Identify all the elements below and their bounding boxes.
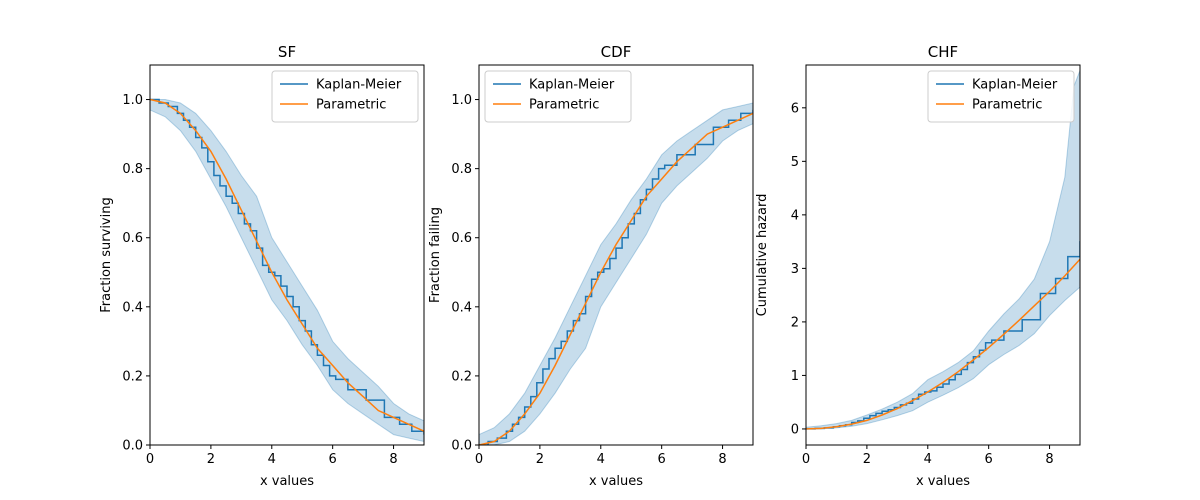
axes-frame-cdf <box>478 64 754 446</box>
y-tick-label-sf: 1.0 <box>122 93 143 108</box>
confidence-band-chf <box>806 70 1080 430</box>
chart-title-sf: SF <box>278 43 296 61</box>
x-tick-label-cdf: 2 <box>536 452 544 467</box>
legend-label-kaplan-meier-cdf: Kaplan-Meier <box>529 78 615 93</box>
x-tick-label-cdf: 4 <box>597 452 605 467</box>
x-tick-label-chf: 2 <box>863 452 871 467</box>
x-tick-label-sf: 4 <box>268 452 276 467</box>
y-tick-label-cdf: 0.4 <box>451 300 472 315</box>
x-tick-label-sf: 6 <box>329 452 337 467</box>
plot-area-sf <box>150 98 424 443</box>
y-tick-label-cdf: 0.8 <box>451 162 472 177</box>
y-tick-label-chf: 2 <box>791 315 799 330</box>
axes-frame-chf <box>805 64 1081 446</box>
x-tick-label-chf: 4 <box>924 452 932 467</box>
x-tick-label-cdf: 8 <box>718 452 726 467</box>
panel-cdf: 0 2 4 6 8 0.0 0.2 0.4 0.6 0.8 1.0 CDF x values Fracti… <box>428 43 754 489</box>
y-tick-label-sf: 0.0 <box>122 439 143 454</box>
y-tick-label-chf: 6 <box>791 101 799 116</box>
legend-box-sf <box>271 70 419 123</box>
legend-box-chf <box>927 70 1075 123</box>
y-tick-label-chf: 5 <box>791 155 799 170</box>
y-axis-label-sf: Fraction surviving <box>99 197 114 312</box>
legend-sf: Kaplan-Meier Parametric <box>271 70 419 123</box>
plot-area-chf <box>806 70 1080 430</box>
legend-chf: Kaplan-Meier Parametric <box>927 70 1075 123</box>
x-tick-label-sf: 8 <box>389 452 397 467</box>
legend-label-parametric-cdf: Parametric <box>529 98 599 113</box>
y-tick-label-sf: 0.8 <box>122 162 143 177</box>
legend-label-kaplan-meier-sf: Kaplan-Meier <box>316 78 402 93</box>
y-tick-label-sf: 0.2 <box>122 369 143 384</box>
panel-chf: 0 2 4 6 8 0 1 2 3 4 5 6 CHF x values Cumulative hazard… <box>755 43 1081 489</box>
x-tick-label-chf: 8 <box>1045 452 1053 467</box>
plot-area-cdf <box>479 102 753 445</box>
y-axis-label-chf: Cumulative hazard <box>755 194 770 317</box>
x-tick-label-sf: 0 <box>146 452 154 467</box>
series-parametric-chf <box>806 258 1080 430</box>
confidence-band-sf <box>150 99 424 443</box>
axes-frame-sf <box>149 64 425 446</box>
panel-sf: 0 2 4 6 8 0.0 0.2 0.4 0.6 0.8 1.0 SF x values Fractio… <box>99 43 425 489</box>
y-tick-label-sf: 0.4 <box>122 300 143 315</box>
y-tick-label-chf: 3 <box>791 262 799 277</box>
x-tick-label-sf: 2 <box>207 452 215 467</box>
x-axis-label-sf: x values <box>260 474 314 489</box>
x-tick-label-cdf: 6 <box>658 452 666 467</box>
legend-cdf: Kaplan-Meier Parametric <box>484 70 632 123</box>
legend-box-cdf <box>484 70 632 123</box>
y-tick-label-chf: 4 <box>791 208 799 223</box>
y-tick-label-sf: 0.6 <box>122 231 143 246</box>
x-tick-label-chf: 0 <box>802 452 810 467</box>
x-tick-label-cdf: 0 <box>475 452 483 467</box>
confidence-band-cdf <box>479 102 753 445</box>
y-tick-label-cdf: 0.6 <box>451 231 472 246</box>
x-tick-label-chf: 6 <box>985 452 993 467</box>
legend-label-kaplan-meier-chf: Kaplan-Meier <box>972 78 1058 93</box>
y-tick-label-cdf: 1.0 <box>451 93 472 108</box>
legend-label-parametric-sf: Parametric <box>316 98 386 113</box>
x-axis-label-cdf: x values <box>589 474 643 489</box>
series-parametric-sf <box>150 98 424 432</box>
y-tick-label-chf: 1 <box>791 369 799 384</box>
x-axis-label-chf: x values <box>916 474 970 489</box>
series-parametric-cdf <box>479 112 753 445</box>
chart-title-chf: CHF <box>928 43 958 61</box>
legend-label-parametric-chf: Parametric <box>972 98 1042 113</box>
chart-title-cdf: CDF <box>601 43 632 61</box>
y-tick-label-chf: 0 <box>791 422 799 437</box>
y-axis-label-cdf: Fraction failing <box>428 207 443 303</box>
y-tick-label-cdf: 0.0 <box>451 439 472 454</box>
y-tick-label-cdf: 0.2 <box>451 369 472 384</box>
